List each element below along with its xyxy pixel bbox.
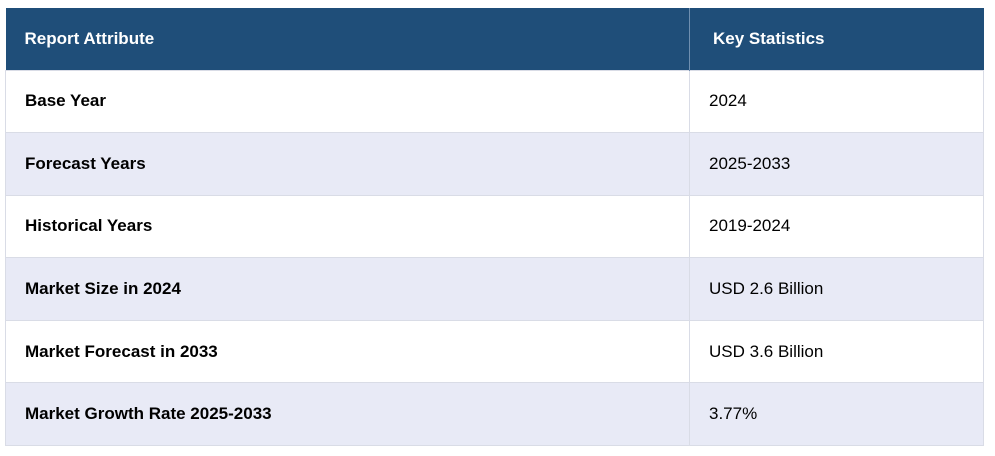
report-attributes-table: Report Attribute Key Statistics Base Yea… (5, 8, 984, 447)
header-report-attribute: Report Attribute (5, 8, 690, 70)
row-value: 3.77% (689, 382, 984, 447)
row-attribute: Market Size in 2024 (5, 257, 690, 321)
header-row: Report Attribute Key Statistics (5, 8, 984, 70)
row-attribute: Market Forecast in 2033 (5, 319, 690, 384)
row-attribute: Historical Years (5, 194, 690, 259)
table-row: Market Forecast in 2033 USD 3.6 Billion (5, 319, 984, 384)
table-row: Market Size in 2024 USD 2.6 Billion (5, 257, 984, 321)
table-row: Market Growth Rate 2025-2033 3.77% (5, 382, 984, 447)
table-row: Base Year 2024 (5, 69, 984, 134)
table-row: Forecast Years 2025-2033 (5, 132, 984, 196)
header-key-statistics: Key Statistics (713, 28, 825, 48)
row-value: 2025-2033 (689, 132, 984, 196)
row-value: USD 3.6 Billion (689, 319, 984, 384)
table-row: Historical Years 2019-2024 (5, 194, 984, 259)
table-body: Base Year 2024 Forecast Years 2025-2033 … (5, 69, 984, 447)
table-header: Report Attribute Key Statistics (5, 8, 984, 70)
row-value: 2019-2024 (689, 194, 984, 259)
report-table-container: Report Attribute Key Statistics Base Yea… (5, 8, 984, 447)
row-value: USD 2.6 Billion (689, 257, 984, 321)
row-attribute: Base Year (5, 69, 690, 134)
row-attribute: Forecast Years (5, 132, 690, 196)
row-attribute: Market Growth Rate 2025-2033 (5, 382, 690, 447)
row-value: 2024 (689, 69, 984, 134)
